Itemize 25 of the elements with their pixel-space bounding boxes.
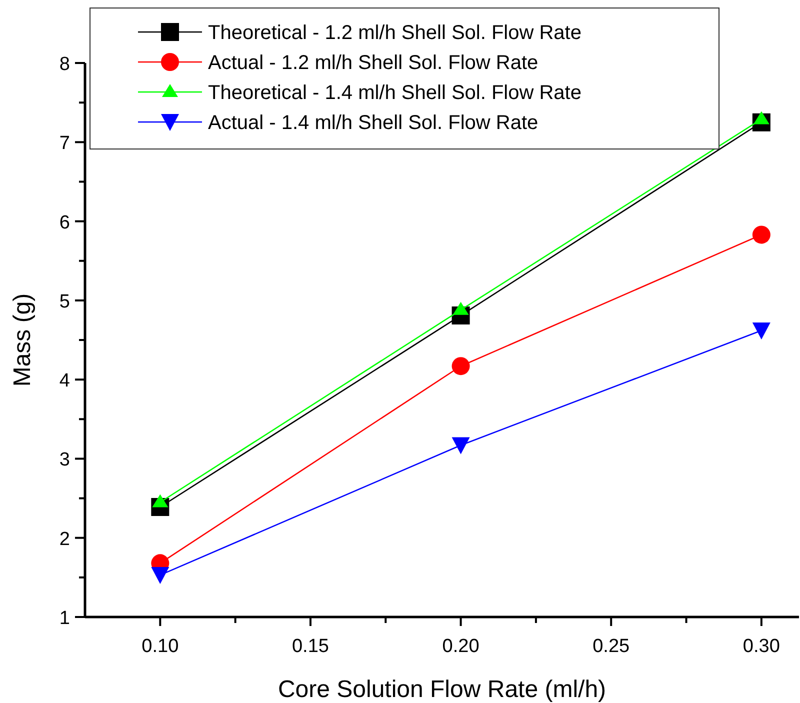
x-tick-label: 0.10 [142, 636, 179, 657]
point [752, 322, 770, 340]
x-axis-title: Core Solution Flow Rate (ml/h) [278, 676, 606, 703]
point [452, 357, 470, 376]
y-tick-label: 6 [59, 212, 70, 234]
y-axis-title: Mass (g) [9, 293, 36, 387]
y-tick-label: 7 [59, 133, 70, 154]
legend-label: Theoretical - 1.4 ml/h Shell Sol. Flow Rate [208, 82, 582, 104]
x-tick-label: 0.20 [442, 636, 480, 657]
point [452, 437, 470, 454]
legend-label: Actual - 1.2 ml/h Shell Sol. Flow Rate [208, 52, 538, 74]
y-tick-label: 4 [59, 370, 70, 392]
y-tick-label: 1 [59, 608, 70, 629]
point [151, 567, 170, 584]
y-tick-label: 5 [59, 291, 70, 312]
point [752, 226, 770, 244]
x-tick-label: 0.15 [292, 636, 329, 657]
x-tick-label: 0.25 [592, 636, 630, 657]
x-tick-label: 0.30 [742, 636, 780, 657]
legend-label: Actual - 1.4 ml/h Shell Sol. Flow Rate [208, 112, 538, 134]
point [753, 111, 770, 124]
y-tick-label: 3 [59, 450, 70, 471]
y-tick-label: 2 [59, 528, 70, 550]
legend-label: Theoretical - 1.2 ml/h Shell Sol. Flow Rate [208, 22, 582, 44]
y-tick-label: 8 [59, 54, 70, 75]
